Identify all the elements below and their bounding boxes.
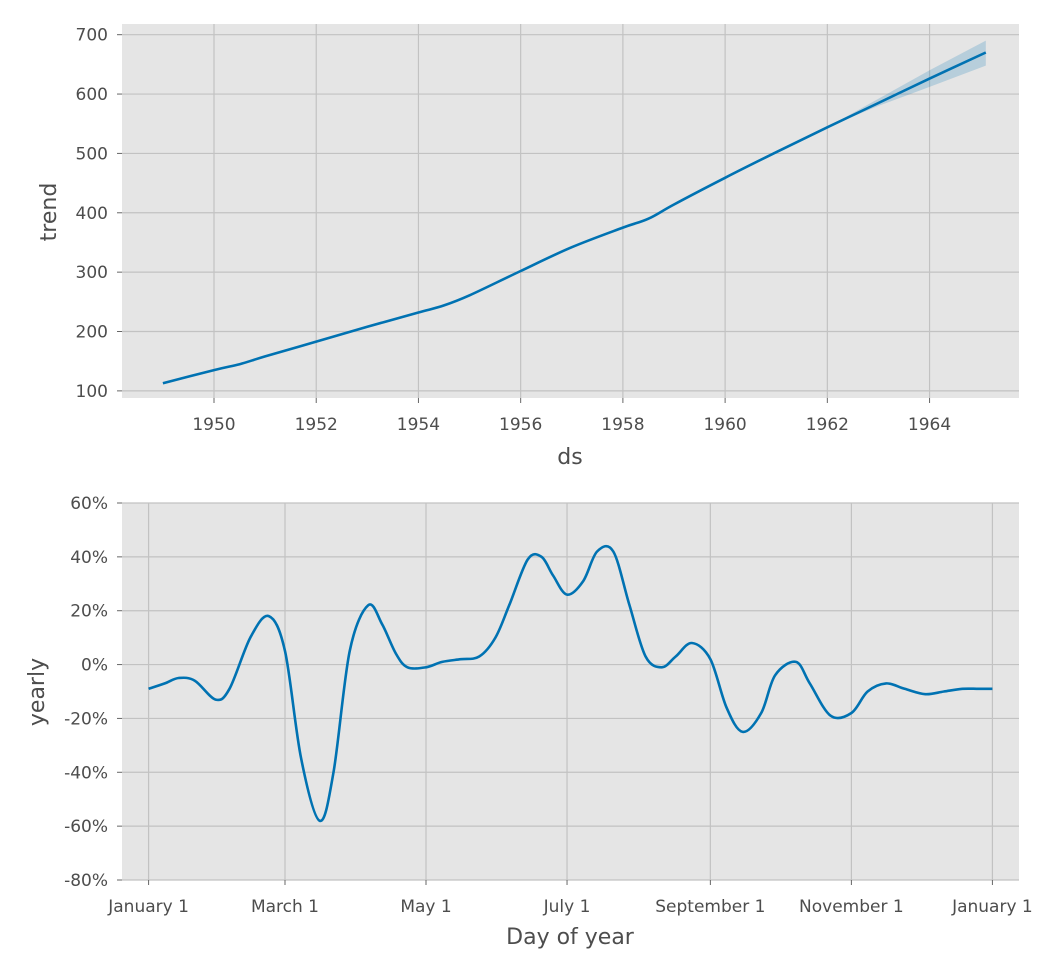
yearly-y-tick-label: 60% [70, 494, 108, 514]
trend-plot-area [122, 24, 1019, 398]
yearly-x-tick-label: January 1 [951, 897, 1033, 917]
trend-x-tick-label: 1964 [908, 415, 951, 435]
yearly-y-tick-label: -80% [64, 871, 108, 891]
trend-x-tick-label: 1956 [499, 415, 542, 435]
trend-y-tick-label: 700 [76, 26, 108, 46]
yearly-panel: January 1 March 1 May 1 July 1 September 1 No… [25, 494, 1033, 950]
yearly-y-ticks: -80% -60% -40% -20% 0% 20% 40% 60% [64, 494, 122, 891]
trend-x-tick-label: 1954 [397, 415, 440, 435]
trend-y-tick-label: 300 [76, 263, 108, 283]
trend-x-ticks: 1950 1952 1954 1956 1958 1960 1962 1964 [192, 398, 951, 435]
yearly-x-tick-label: July 1 [543, 897, 591, 917]
trend-x-tick-label: 1952 [295, 415, 338, 435]
trend-panel: 1950 1952 1954 1956 1958 1960 1962 1964 100 200 3… [37, 24, 1019, 470]
yearly-grid-x [147, 503, 994, 880]
trend-grid-x [213, 24, 931, 398]
yearly-grid-y [122, 502, 1019, 881]
yearly-x-tick-label: March 1 [251, 897, 319, 917]
trend-y-axis-title: trend [37, 183, 62, 242]
trend-y-tick-label: 100 [76, 382, 108, 402]
trend-x-tick-label: 1958 [601, 415, 644, 435]
yearly-x-tick-label: September 1 [655, 897, 765, 917]
trend-x-tick-label: 1962 [806, 415, 849, 435]
trend-y-tick-label: 500 [76, 144, 108, 164]
trend-x-tick-label: 1960 [703, 415, 746, 435]
trend-y-tick-label: 400 [76, 204, 108, 224]
trend-grid-y [122, 34, 1019, 392]
yearly-x-axis-title: Day of year [506, 925, 635, 950]
yearly-line [148, 544, 993, 823]
yearly-y-tick-label: -60% [64, 817, 108, 837]
yearly-y-tick-label: -40% [64, 763, 108, 783]
yearly-y-tick-label: 40% [70, 548, 108, 568]
trend-x-axis-title: ds [557, 445, 582, 470]
trend-series [162, 51, 987, 385]
yearly-y-axis-title: yearly [25, 658, 50, 726]
yearly-y-tick-label: 20% [70, 602, 108, 622]
trend-y-ticks: 100 200 300 400 500 600 700 [76, 26, 122, 402]
yearly-x-tick-label: May 1 [400, 897, 451, 917]
yearly-x-ticks: January 1 March 1 May 1 July 1 September 1 No… [107, 880, 1033, 917]
yearly-y-tick-label: -20% [64, 709, 108, 729]
trend-x-tick-label: 1950 [192, 415, 235, 435]
yearly-x-tick-label: January 1 [107, 897, 189, 917]
yearly-y-tick-label: 0% [81, 656, 108, 676]
yearly-plot-area [122, 503, 1019, 880]
trend-y-tick-label: 600 [76, 85, 108, 105]
yearly-series [148, 544, 993, 823]
yearly-x-tick-label: November 1 [799, 897, 904, 917]
trend-y-tick-label: 200 [76, 323, 108, 343]
trend-line [162, 51, 987, 385]
